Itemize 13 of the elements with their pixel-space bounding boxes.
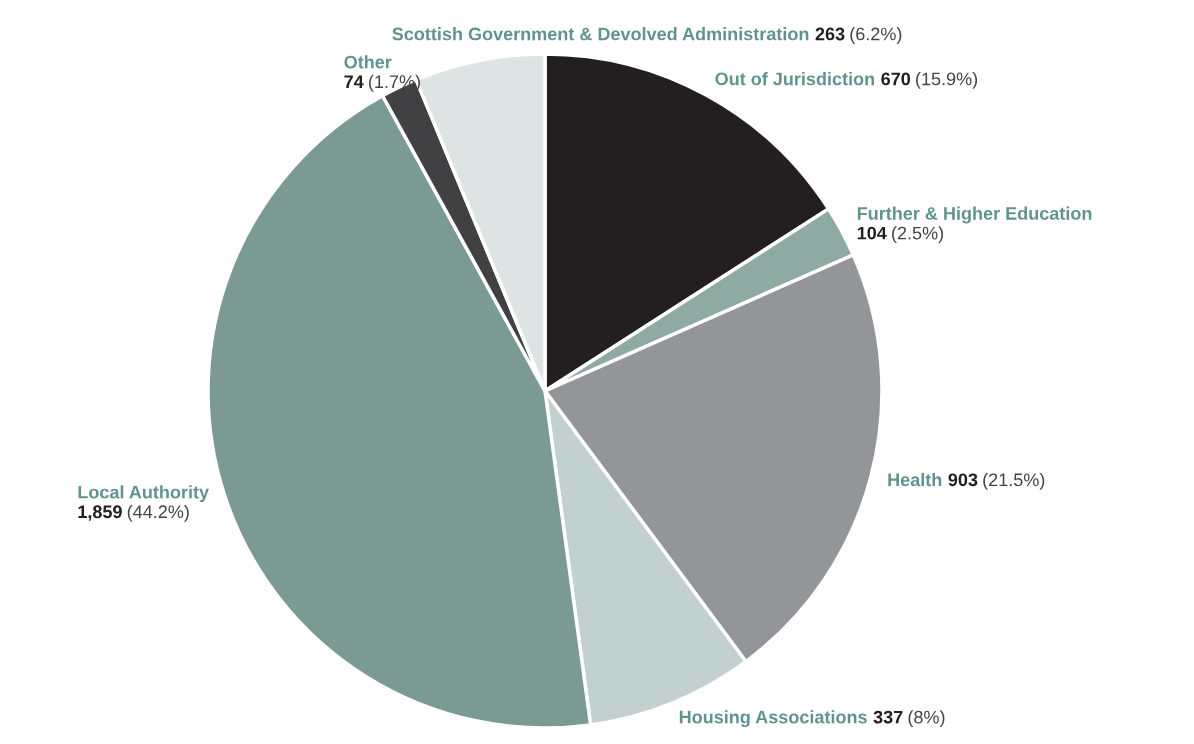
data-label: 104 (2.5%) — [857, 226, 944, 244]
slice-label: Scottish Government & Devolved Administration — [392, 27, 809, 41]
slice-label: Local Authority — [78, 485, 209, 503]
data-label: 670 (15.9%) — [881, 72, 978, 89]
data-label: 903 (21.5%) — [948, 472, 1045, 490]
slice-label: Other — [344, 55, 392, 69]
data-label: 337 (8%) — [873, 710, 945, 728]
slice-label: Health — [888, 472, 942, 487]
data-label: 1,859 (44.2%) — [78, 504, 189, 522]
slice-label: Housing Associations — [679, 710, 867, 728]
data-label: 263 (6.2%) — [815, 27, 902, 44]
slice-label: Out of Jurisdiction — [715, 72, 875, 86]
slice-label: Further & Higher Education — [857, 206, 1092, 224]
